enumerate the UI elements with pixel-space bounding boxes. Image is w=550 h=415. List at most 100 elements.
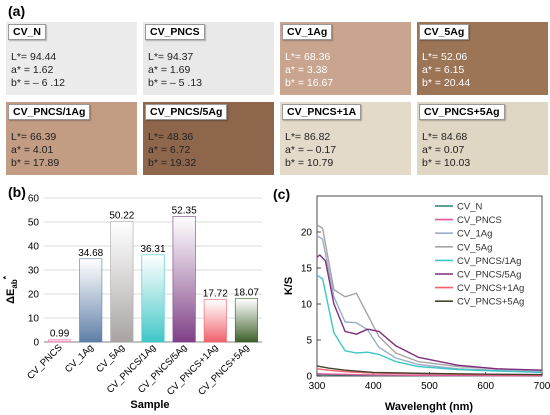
ks-line-chart: 0 5 10 15 20 300 400 500 600 700 CV_N CV_PNCS CV_1… bbox=[283, 195, 550, 413]
swatch-values: L*= 86.82 a* = – 0.17 b* = 10.79 bbox=[285, 131, 336, 170]
swatch-a-value: a* = 1.69 bbox=[148, 64, 191, 76]
swatch-name: CV_PNCS+1A bbox=[282, 104, 362, 120]
swatch-name: CV_1Ag bbox=[282, 24, 333, 40]
x-tick-label: CV_1Ag bbox=[63, 342, 96, 375]
y-axis-label-sub: ab bbox=[10, 279, 19, 288]
bar bbox=[79, 258, 103, 343]
bar bbox=[141, 254, 165, 343]
swatch-a-value: a* = 1.62 bbox=[11, 64, 54, 76]
series-line bbox=[316, 274, 543, 374]
swatch-l-value: L*= 48.36 bbox=[148, 131, 194, 143]
y-axis-label: K/S bbox=[283, 277, 295, 295]
swatch-a-value: a* = 0.07 bbox=[422, 144, 465, 156]
swatch-b-value: b* = 19.32 bbox=[148, 157, 197, 169]
swatch-a-value: a* = – 0.17 bbox=[285, 144, 337, 156]
swatch-name: CV_N bbox=[8, 24, 47, 40]
y-tick-label: 20 bbox=[301, 228, 313, 239]
delta-e-bar-chart: 0 10 20 30 40 50 60 0.99 34.68 50.22 36.31 52.35 17… bbox=[2, 194, 262, 411]
y-tick-label: 5 bbox=[306, 336, 312, 347]
y-axis-label-sup: * bbox=[2, 275, 11, 279]
swatch-l-value: L*= 84.68 bbox=[422, 131, 468, 143]
bar-value-label: 50.22 bbox=[109, 210, 134, 221]
y-tick-label: 30 bbox=[28, 266, 40, 277]
swatch-a-value: a* = 6.15 bbox=[422, 64, 465, 76]
swatch-l-value: L*= 86.82 bbox=[285, 131, 331, 143]
swatch-b-value: b* = 20.44 bbox=[422, 77, 471, 89]
panel-b-label: (b) bbox=[8, 184, 26, 200]
x-axis-label: Wavelenght (nm) bbox=[385, 401, 474, 413]
bar bbox=[203, 299, 227, 343]
bar-value-label: 0.99 bbox=[50, 329, 70, 340]
y-tick-label: 0 bbox=[306, 372, 312, 383]
swatch-l-value: L*= 52.06 bbox=[422, 51, 468, 63]
x-tick-label: CV_PNCS bbox=[25, 342, 65, 382]
swatch: CV_PNCS/5Ag L*= 48.36 a* = 6.72 b* = 19.… bbox=[143, 102, 274, 175]
swatch-values: L*= 66.39 a* = 4.01 b* = 17.89 bbox=[11, 131, 59, 170]
swatch: CV_PNCS+1A L*= 86.82 a* = – 0.17 b* = 10… bbox=[280, 102, 411, 175]
bar-value-label: 18.07 bbox=[234, 288, 259, 299]
legend-entry: CV_PNCS bbox=[457, 215, 502, 226]
legend-entry: CV_PNCS+5Ag bbox=[457, 297, 524, 308]
swatch: CV_N L*= 94.44 a* = 1.62 b* = – 6 .12 bbox=[6, 22, 137, 95]
series-line bbox=[316, 254, 543, 371]
swatch-a-value: a* = 4.01 bbox=[11, 144, 54, 156]
x-tick-label: 400 bbox=[365, 381, 382, 392]
swatch-b-value: b* = 17.89 bbox=[11, 157, 60, 169]
swatch-name: CV_PNCS+5Ag bbox=[419, 104, 505, 120]
y-tick-label: 50 bbox=[28, 218, 40, 229]
series-line bbox=[316, 373, 543, 377]
legend-entry: CV_PNCS/1Ag bbox=[457, 256, 521, 267]
panel-c-label: (c) bbox=[273, 186, 291, 202]
series-line bbox=[316, 235, 543, 373]
y-tick-label: 0 bbox=[33, 338, 39, 349]
panel-a-label: (a) bbox=[8, 3, 26, 19]
legend-entry: CV_PNCS+1Ag bbox=[457, 283, 524, 294]
bar-value-label: 36.31 bbox=[140, 244, 165, 255]
bar bbox=[110, 221, 134, 343]
swatch-name: CV_PNCS bbox=[145, 24, 205, 40]
bar bbox=[234, 298, 258, 343]
x-tick-label: 700 bbox=[534, 381, 550, 392]
y-tick-label: 10 bbox=[28, 314, 40, 325]
swatch-l-value: L*= 94.37 bbox=[148, 51, 194, 63]
bar-value-label: 17.72 bbox=[203, 288, 228, 299]
swatch: CV_1Ag L*= 68.36 a* = 3.38 b* = 16.67 bbox=[280, 22, 411, 95]
swatch-a-value: a* = 6.72 bbox=[148, 144, 191, 156]
swatch-b-value: b* = 10.03 bbox=[422, 157, 471, 169]
swatch-values: L*= 94.37 a* = 1.69 b* = – 5 .13 bbox=[148, 51, 202, 90]
swatch-name: CV_PNCS/1Ag bbox=[8, 104, 91, 120]
swatch-values: L*= 48.36 a* = 6.72 b* = 19.32 bbox=[148, 131, 196, 170]
y-tick-label: 20 bbox=[28, 290, 40, 301]
swatch-b-value: b* = – 5 .13 bbox=[148, 77, 203, 89]
series-line bbox=[316, 224, 543, 371]
swatch-name: CV_PNCS/5Ag bbox=[145, 104, 228, 120]
swatch-b-value: b* = – 6 .12 bbox=[11, 77, 66, 89]
series-line bbox=[316, 365, 543, 376]
x-axis-label: Sample bbox=[130, 399, 169, 411]
swatch-l-value: L*= 66.39 bbox=[11, 131, 57, 143]
swatch-values: L*= 68.36 a* = 3.38 b* = 16.67 bbox=[285, 51, 333, 90]
y-tick-label: 60 bbox=[28, 194, 40, 205]
x-tick-label: 500 bbox=[421, 381, 438, 392]
swatch-l-value: L*= 94.44 bbox=[11, 51, 57, 63]
swatch-a-value: a* = 3.38 bbox=[285, 64, 328, 76]
legend-entry: CV_PNCS/5Ag bbox=[457, 270, 521, 281]
swatch: CV_PNCS+5Ag L*= 84.68 a* = 0.07 b* = 10.… bbox=[417, 102, 548, 175]
swatch-l-value: L*= 68.36 bbox=[285, 51, 331, 63]
y-axis-label-main: ΔE bbox=[5, 289, 17, 304]
bar bbox=[48, 339, 72, 343]
x-tick-label: 300 bbox=[309, 381, 326, 392]
bar bbox=[172, 216, 196, 343]
swatch-values: L*= 52.06 a* = 6.15 b* = 20.44 bbox=[422, 51, 470, 90]
swatch-values: L*= 84.68 a* = 0.07 b* = 10.03 bbox=[422, 131, 470, 170]
x-tick-label: 600 bbox=[477, 381, 494, 392]
legend-entry: CV_N bbox=[457, 202, 482, 213]
y-tick-label: 15 bbox=[301, 264, 313, 275]
y-axis-label: ΔEab* bbox=[2, 275, 19, 304]
color-swatch-grid: CV_N L*= 94.44 a* = 1.62 b* = – 6 .12 CV… bbox=[6, 22, 548, 180]
swatch: CV_PNCS/1Ag L*= 66.39 a* = 4.01 b* = 17.… bbox=[6, 102, 137, 175]
bar-value-label: 52.35 bbox=[172, 205, 197, 216]
swatch-b-value: b* = 16.67 bbox=[285, 77, 334, 89]
swatch-b-value: b* = 10.79 bbox=[285, 157, 334, 169]
swatch: CV_5Ag L*= 52.06 a* = 6.15 b* = 20.44 bbox=[417, 22, 548, 95]
